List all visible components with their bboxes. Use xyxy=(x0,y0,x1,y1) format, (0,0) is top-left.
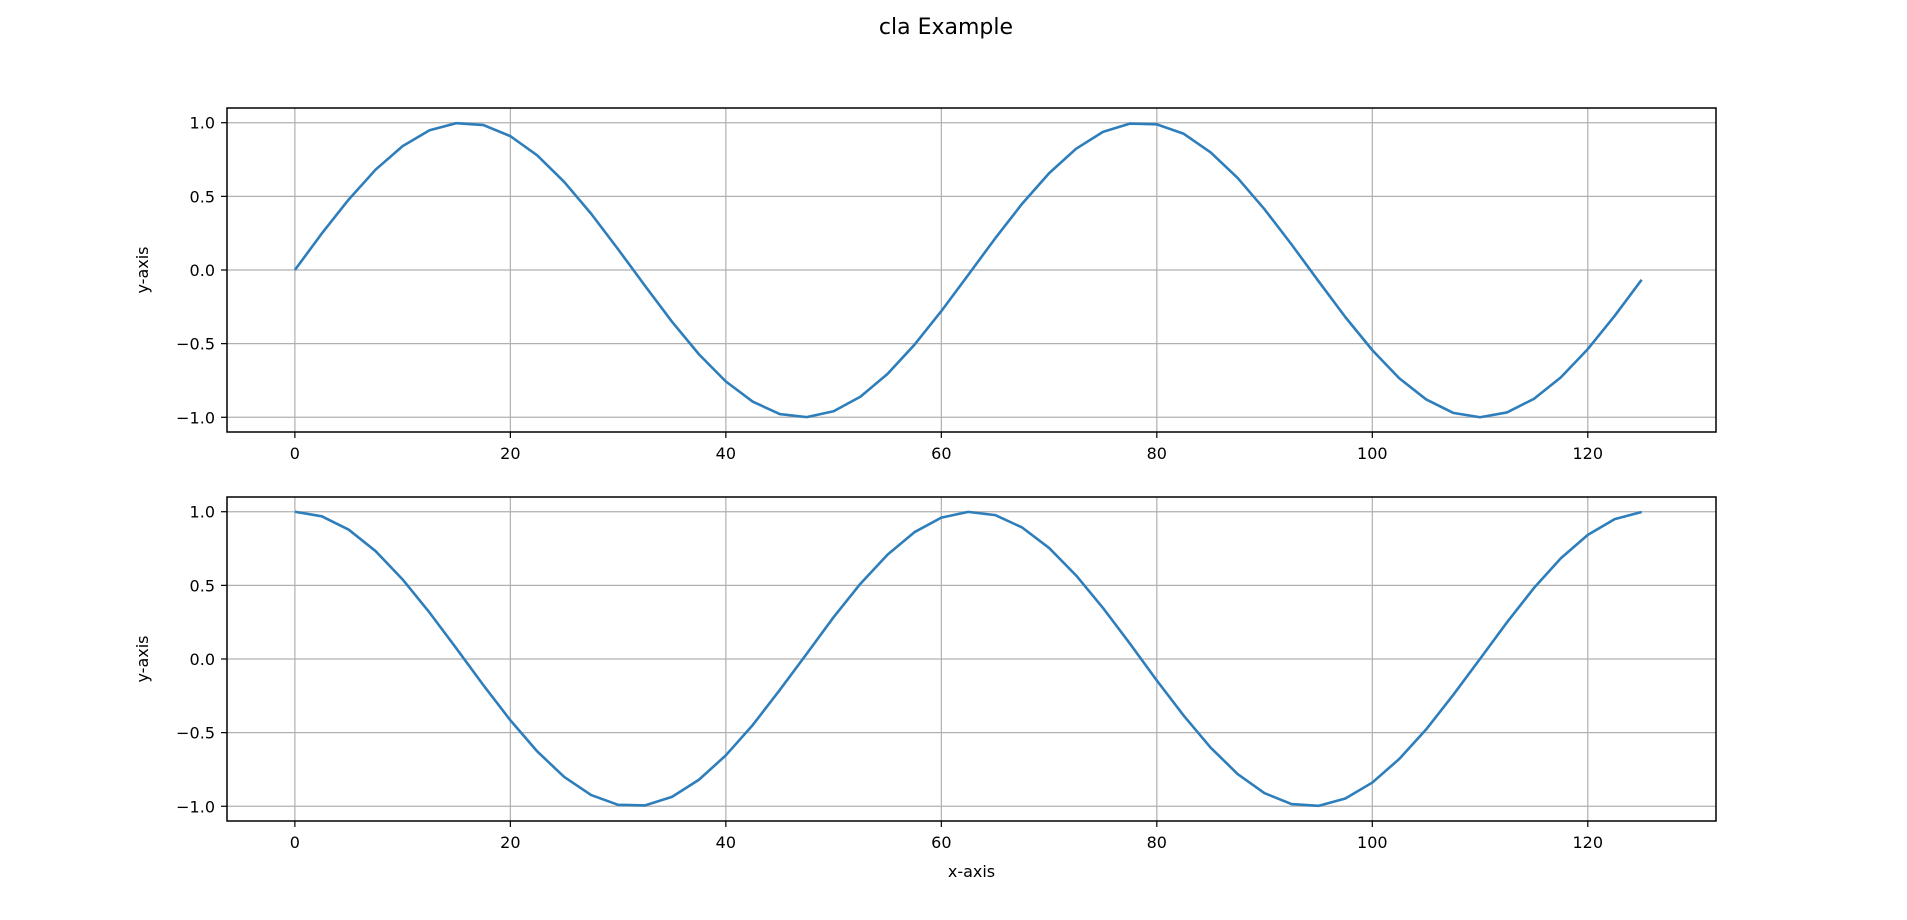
x-tick-label: 60 xyxy=(931,444,951,463)
x-tick-label: 40 xyxy=(716,444,736,463)
x-tick-label: 0 xyxy=(290,444,300,463)
y-axis-label: y-axis xyxy=(133,246,152,293)
x-tick-label: 40 xyxy=(716,833,736,852)
series-line xyxy=(293,121,1643,419)
x-tick-label: 80 xyxy=(1147,444,1167,463)
y-tick-label: −0.5 xyxy=(176,335,215,354)
x-tick-label: 20 xyxy=(500,444,520,463)
x-tick-label: 20 xyxy=(500,833,520,852)
y-tick-label: 0.0 xyxy=(190,261,215,280)
y-tick-label: 0.5 xyxy=(190,187,215,206)
y-tick-label: 0.5 xyxy=(190,576,215,595)
y-tick-label: 1.0 xyxy=(190,503,215,522)
y-tick-label: −0.5 xyxy=(176,724,215,743)
y-axis-label: y-axis xyxy=(133,635,152,682)
x-tick-label: 120 xyxy=(1573,444,1604,463)
x-tick-label: 120 xyxy=(1573,833,1604,852)
x-tick-label: 80 xyxy=(1147,833,1167,852)
x-tick-label: 100 xyxy=(1357,444,1388,463)
series-line xyxy=(294,510,1642,808)
x-tick-label: 0 xyxy=(290,833,300,852)
y-tick-label: −1.0 xyxy=(176,797,215,816)
x-axis-label: x-axis xyxy=(948,862,995,881)
subplot-bottom: 0 20 40 60 80 100 120 1.0 0.5 0.0 −0.5 −1.0 y-axis x-… xyxy=(133,496,1717,881)
figure-title: cla Example xyxy=(879,15,1013,40)
subplot-top: 0 20 40 60 80 100 120 1.0 0.5 0.0 −0.5 −1.0 y-axis xyxy=(133,107,1717,463)
x-tick-label: 100 xyxy=(1357,833,1388,852)
x-tick-label: 60 xyxy=(931,833,951,852)
y-tick-label: 0.0 xyxy=(190,650,215,669)
y-tick-label: 1.0 xyxy=(190,114,215,133)
y-tick-label: −1.0 xyxy=(176,408,215,427)
